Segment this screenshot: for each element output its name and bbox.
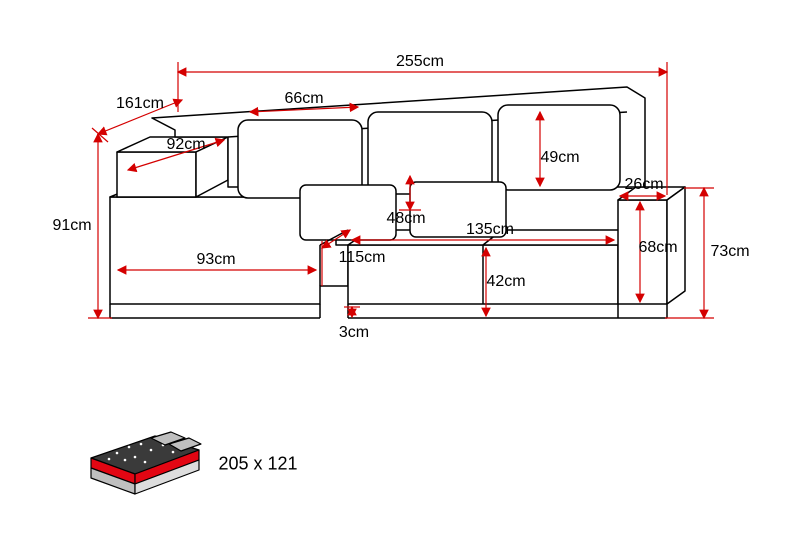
dim-161: 161cm (116, 95, 164, 113)
dim-255: 255cm (396, 53, 444, 71)
sofabed-icon (85, 430, 205, 500)
dim-91: 91cm (52, 217, 91, 235)
dim-66: 66cm (284, 90, 323, 108)
dim-68: 68cm (638, 239, 677, 257)
dim-3: 3cm (339, 324, 369, 342)
dim-73: 73cm (710, 243, 749, 261)
dim-48: 48cm (386, 210, 425, 228)
dim-92: 92cm (166, 136, 205, 154)
dim-42: 42cm (486, 273, 525, 291)
dim-135: 135cm (466, 221, 514, 239)
diagram-stage: 255cm 161cm 91cm 73cm 92cm 66cm 49cm 48c… (0, 0, 800, 533)
dim-49: 49cm (540, 149, 579, 167)
dim-26: 26cm (624, 176, 663, 194)
dim-93: 93cm (196, 251, 235, 269)
dim-115: 115cm (339, 249, 386, 267)
bed-dimensions: 205 x 121 (218, 454, 297, 475)
